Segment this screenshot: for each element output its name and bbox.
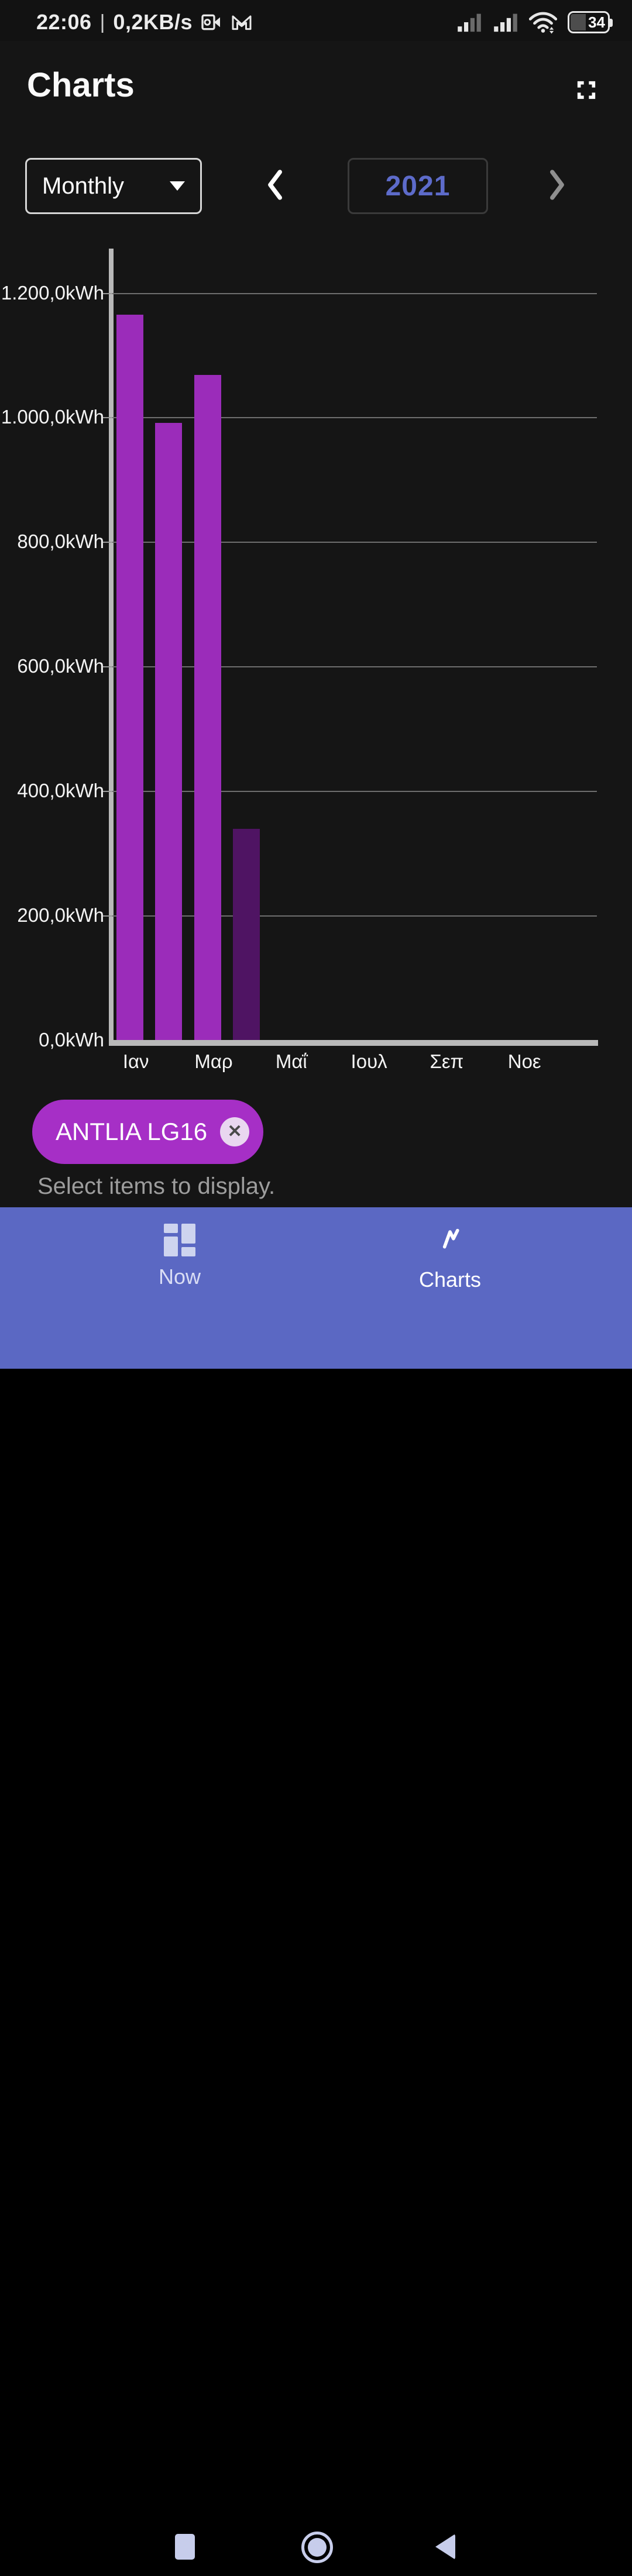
battery-icon: 34 xyxy=(568,11,613,33)
x-axis-label: Σεπ xyxy=(430,1051,464,1072)
clock-text: 22:06 xyxy=(36,10,92,34)
next-year-button[interactable] xyxy=(536,164,577,208)
y-tick-mark xyxy=(103,542,112,543)
nav-item-charts-label: Charts xyxy=(418,1268,482,1292)
nav-item-now-label: Now xyxy=(158,1265,201,1289)
chart-controls: Monthly 2021 xyxy=(0,158,632,214)
battery-percent-text: 34 xyxy=(588,13,605,31)
gridline-200 xyxy=(112,915,597,917)
plot-area xyxy=(103,249,597,1040)
status-left-group: 22:06 | 0,2KB/s xyxy=(36,10,253,35)
x-axis-label: Ιαν xyxy=(122,1051,149,1072)
bar-month-3[interactable] xyxy=(233,829,260,1040)
network-speed-text: 0,2KB/s xyxy=(113,10,193,34)
bar-month-0[interactable] xyxy=(116,314,143,1040)
x-axis-label: Ιουλ xyxy=(351,1051,387,1072)
y-axis-label: 1.200,0kWh xyxy=(1,281,104,304)
home-button[interactable] xyxy=(301,2532,333,2563)
y-tick-mark xyxy=(103,417,112,419)
year-selector[interactable]: 2021 xyxy=(348,158,488,214)
bottom-nav-bar: Now Charts xyxy=(0,1207,632,2563)
gridline-1200 xyxy=(112,292,597,294)
signal-sim1-icon xyxy=(456,12,482,33)
nav-item-now[interactable]: Now xyxy=(92,1224,267,1289)
y-axis-line xyxy=(109,249,114,1046)
android-nav-bar xyxy=(0,2521,632,2576)
page-title: Charts xyxy=(27,66,135,104)
status-separator: | xyxy=(99,11,105,33)
recents-button[interactable] xyxy=(175,2534,195,2560)
series-chip-label: ANTLIA LG16 xyxy=(56,1118,208,1145)
y-axis-label: 800,0kWh xyxy=(17,531,104,553)
outlook-notification-icon xyxy=(200,11,223,34)
y-axis-label: 1.000,0kWh xyxy=(1,406,104,428)
nav-item-charts[interactable]: Charts xyxy=(362,1224,538,1292)
battery-fill xyxy=(571,14,586,30)
hint-text: Select items to display. xyxy=(37,1173,276,1199)
x-axis-label: Μαΐ xyxy=(275,1051,307,1072)
back-button[interactable] xyxy=(435,2534,455,2560)
chevron-down-icon xyxy=(170,181,185,191)
fullscreen-button[interactable] xyxy=(571,76,602,106)
y-tick-mark xyxy=(103,292,112,294)
gridline-800 xyxy=(112,542,597,543)
y-axis-label: 600,0kWh xyxy=(17,655,104,677)
y-axis-label: 400,0kWh xyxy=(17,780,104,802)
signal-sim2-icon xyxy=(493,12,518,33)
bar-month-2[interactable] xyxy=(194,375,221,1040)
close-icon: ✕ xyxy=(227,1122,242,1141)
x-axis-label: Μαρ xyxy=(194,1051,233,1072)
gridline-1000 xyxy=(112,417,597,419)
previous-year-button[interactable] xyxy=(255,164,296,208)
gmail-notification-icon xyxy=(230,11,253,34)
x-axis-label: Νοε xyxy=(507,1051,541,1072)
chip-close-button[interactable]: ✕ xyxy=(220,1117,250,1146)
chevron-left-icon xyxy=(263,166,288,206)
dashboard-icon xyxy=(164,1224,195,1256)
period-dropdown[interactable]: Monthly xyxy=(25,158,202,214)
status-bar: 22:06 | 0,2KB/s xyxy=(0,0,632,41)
year-value: 2021 xyxy=(385,170,451,202)
series-chip[interactable]: ANTLIA LG16 ✕ xyxy=(32,1100,264,1164)
line-chart-icon xyxy=(434,1224,466,1259)
fullscreen-icon xyxy=(571,75,602,108)
chevron-right-icon xyxy=(544,166,569,206)
gridline-400 xyxy=(112,791,597,793)
y-tick-mark xyxy=(103,666,112,668)
y-tick-mark xyxy=(103,791,112,793)
gridline-600 xyxy=(112,666,597,668)
period-dropdown-value: Monthly xyxy=(42,173,125,199)
bar-month-1[interactable] xyxy=(155,423,183,1040)
y-axis-label: 200,0kWh xyxy=(17,904,104,927)
status-right-group: 34 xyxy=(456,11,613,34)
x-axis-line xyxy=(109,1040,598,1046)
y-tick-mark xyxy=(103,915,112,917)
wifi-icon xyxy=(529,11,557,34)
y-axis-label: 0,0kWh xyxy=(39,1029,104,1051)
